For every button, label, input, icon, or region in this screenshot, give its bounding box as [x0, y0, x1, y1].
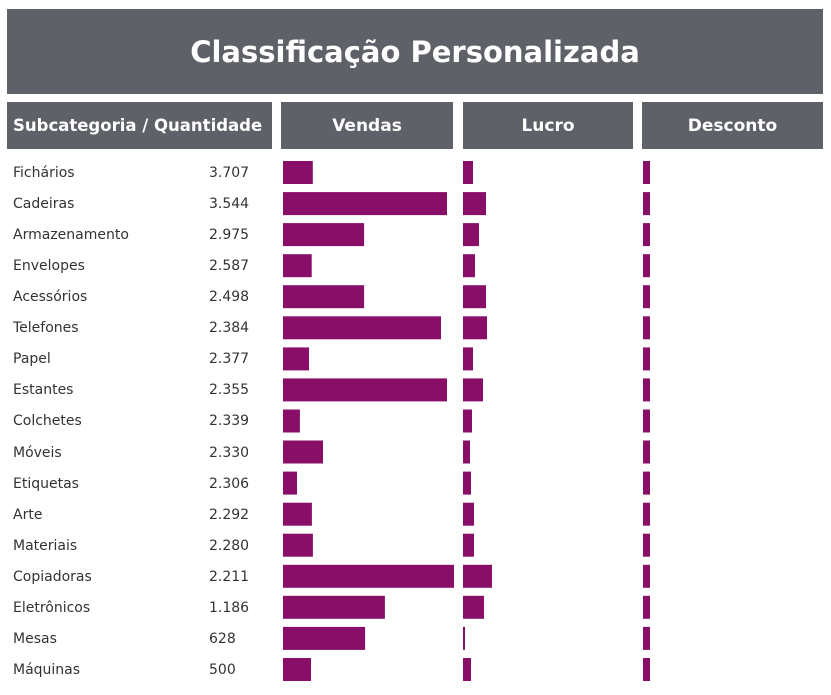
sales-bar: [283, 595, 385, 619]
profit-bar: [463, 285, 486, 309]
quantity-label: 2.306: [209, 475, 250, 492]
discount-bar: [643, 533, 650, 557]
quantity-label: 1.186: [209, 599, 250, 616]
sales-bar: [283, 192, 447, 216]
chart-title: Classificação Personalizada: [7, 9, 823, 94]
sales-bar: [283, 658, 311, 681]
category-label: Cadeiras: [13, 196, 75, 213]
quantity-label: 500: [209, 661, 236, 678]
profit-bar: [463, 502, 474, 526]
category-label: Telefones: [13, 320, 79, 337]
profit-bar: [463, 161, 473, 184]
discount-bar: [643, 658, 650, 681]
quantity-label: 3.544: [209, 196, 250, 213]
sales-bar: [283, 347, 309, 371]
header-discount: Desconto: [642, 102, 823, 149]
sales-bar: [283, 161, 313, 184]
header-sales: Vendas: [281, 102, 453, 149]
category-label: Envelopes: [13, 258, 85, 275]
profit-bar: [463, 533, 474, 557]
quantity-label: 2.384: [209, 320, 250, 337]
category-label: Máquinas: [13, 661, 81, 678]
quantity-label: 2.975: [209, 227, 250, 244]
category-label: Colchetes: [13, 413, 82, 430]
discount-bar: [643, 347, 650, 371]
quantity-label: 2.330: [209, 444, 250, 461]
sales-bar: [283, 440, 323, 464]
sales-bar: [283, 409, 300, 433]
quantity-label: 628: [209, 630, 236, 647]
quantity-label: 3.707: [209, 165, 250, 181]
discount-bar: [643, 285, 650, 309]
quantity-label: 2.587: [209, 258, 250, 275]
quantity-label: 2.339: [209, 413, 250, 430]
category-label: Arte: [13, 506, 43, 523]
category-label: Copiadoras: [13, 568, 92, 585]
quantity-label: 2.377: [209, 351, 250, 368]
discount-bar: [643, 254, 650, 278]
profit-bar: [463, 223, 479, 247]
profit-bar: [463, 347, 473, 371]
sales-bar: [283, 502, 312, 526]
category-label: Mesas: [13, 630, 57, 647]
sales-bar: [283, 626, 366, 650]
header-profit: Lucro: [463, 102, 633, 149]
profit-bar: [463, 595, 484, 619]
sales-bar: [283, 378, 447, 402]
category-label: Papel: [13, 351, 51, 368]
sales-bar: [283, 564, 454, 588]
sales-bar: [283, 533, 313, 557]
discount-bar: [643, 626, 650, 650]
quantity-label: 2.355: [209, 382, 250, 399]
discount-bar: [643, 223, 650, 247]
discount-bar: [643, 564, 650, 588]
quantity-label: 2.498: [209, 289, 250, 306]
discount-bar: [643, 409, 650, 433]
profit-bar: [463, 192, 486, 216]
profit-bar: [463, 316, 487, 340]
profit-bar: [463, 409, 472, 433]
sales-bar: [283, 316, 441, 340]
category-label: Estantes: [13, 382, 74, 399]
discount-bar: [643, 192, 650, 216]
sales-bar: [283, 285, 365, 309]
category-label: Eletrônicos: [13, 599, 91, 616]
category-label: Armazenamento: [13, 227, 129, 244]
profit-bar: [463, 564, 492, 588]
discount-bar: [643, 161, 650, 184]
discount-bar: [643, 316, 650, 340]
quantity-label: 2.211: [209, 568, 250, 585]
profit-bar: [463, 378, 483, 402]
category-label: Etiquetas: [13, 475, 79, 492]
category-label: Acessórios: [13, 289, 88, 306]
category-label: Materiais: [13, 537, 78, 554]
profit-bar: [463, 440, 470, 464]
header-subcategory-quantity: Subcategoria / Quantidade: [7, 102, 272, 149]
profit-bar: [463, 471, 471, 495]
discount-bar: [643, 595, 650, 619]
sales-bar: [283, 223, 365, 247]
discount-bar: [643, 502, 650, 526]
category-label: Móveis: [13, 444, 62, 461]
profit-bar: [463, 626, 465, 650]
category-label: Fichários: [13, 165, 75, 181]
quantity-label: 2.280: [209, 537, 250, 554]
discount-bar: [643, 440, 650, 464]
sales-bar: [283, 471, 297, 495]
discount-bar: [643, 378, 650, 402]
profit-bar: [463, 254, 475, 278]
discount-bar: [643, 471, 650, 495]
profit-bar: [463, 658, 471, 681]
quantity-label: 2.292: [209, 506, 250, 523]
sales-bar: [283, 254, 312, 278]
